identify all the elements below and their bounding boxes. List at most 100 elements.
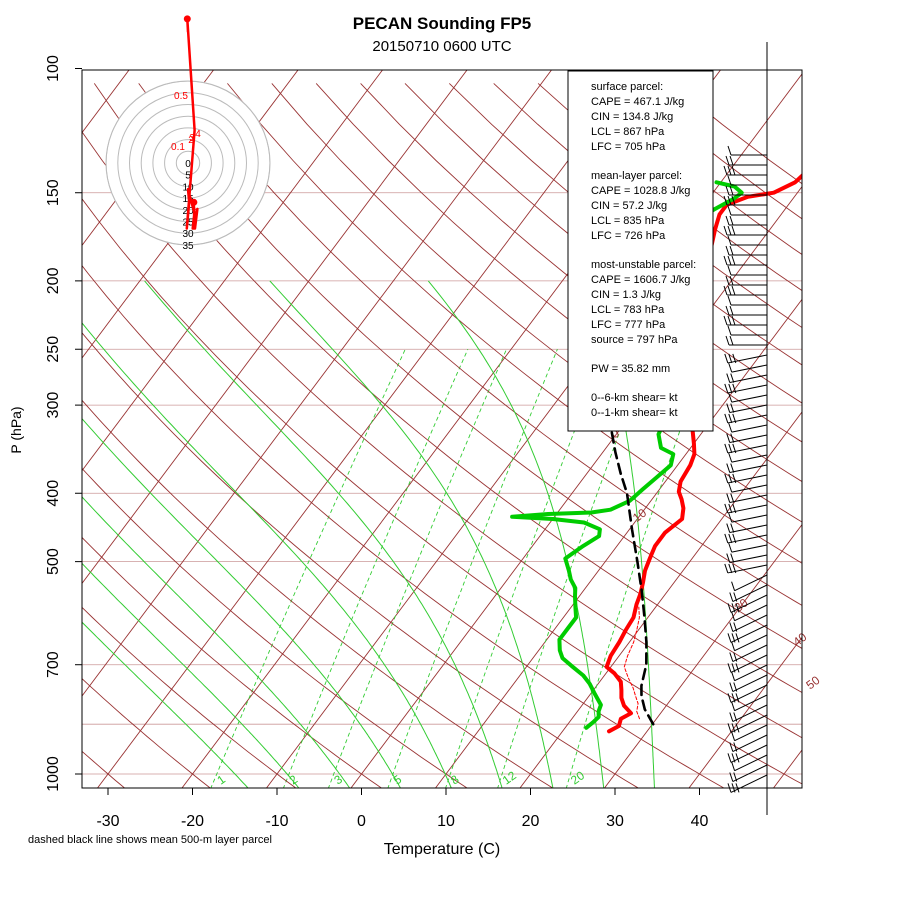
wind-barb-feather — [732, 563, 737, 574]
wind-barb — [730, 684, 768, 703]
wind-barb-feather — [728, 422, 733, 433]
hodograph-ring — [105, 80, 271, 246]
wind-barb-feather — [735, 633, 740, 643]
wind-barb-feather — [726, 493, 731, 503]
wind-barb-feather — [727, 663, 732, 673]
stats-group: 0--6-km shear= kt 0--1-km shear= kt — [591, 392, 678, 419]
wind-barb-feather — [731, 581, 736, 591]
stats-frame — [567, 70, 714, 432]
wind-barb — [732, 704, 768, 722]
wind-barb — [731, 484, 768, 493]
stats-group: mean-layer parcel: CAPE = 1028.8 J/kg CIN … — [591, 170, 690, 242]
wind-barb-feather — [728, 503, 733, 514]
wind-barb-feather — [731, 723, 736, 733]
wind-barb-feather — [726, 463, 731, 473]
wind-barb-feather — [732, 383, 737, 394]
wind-barb — [734, 604, 768, 622]
hodograph-ring-label: 5 — [185, 171, 191, 182]
wind-barb-feather — [730, 493, 735, 503]
isotherm — [96, 70, 637, 788]
dry-adiabat — [82, 131, 802, 739]
wind-barb-feather — [731, 783, 736, 793]
wind-barb-feather — [727, 255, 732, 266]
stats-heading: surface parcel: — [591, 81, 663, 93]
wind-barb — [734, 724, 768, 742]
hodograph-ring — [164, 139, 212, 187]
wind-barb-feather — [727, 235, 732, 246]
isotherm — [688, 636, 802, 788]
x-tick-label: 20 — [522, 813, 540, 830]
y-tick-label: 250 — [45, 336, 62, 363]
wind-barb-feather — [735, 603, 740, 613]
dry-adiabat — [182, 83, 802, 606]
wind-barb — [729, 464, 768, 474]
wind-barb-feather — [735, 723, 740, 733]
wind-barb — [734, 694, 768, 712]
dry-adiabat — [82, 536, 383, 788]
wind-barb — [730, 624, 768, 643]
isotherm-label: 40 — [790, 630, 809, 649]
wind-barb-feather — [727, 783, 732, 793]
wind-barb-feather — [733, 652, 738, 662]
mixing-ratio-line — [387, 349, 558, 788]
stats-line: 0--1-km shear= kt — [591, 407, 678, 419]
isotherm-label: 10 — [630, 505, 649, 524]
wind-barb-feather — [727, 165, 732, 176]
hodograph-point-label: 0.5 — [174, 91, 188, 102]
wind-barb — [729, 404, 768, 414]
y-tick-label: 1000 — [45, 756, 62, 792]
wind-barb-feather — [731, 255, 736, 266]
wind-barb-feather — [731, 671, 736, 681]
moist-adiabat — [82, 562, 300, 788]
y-axis-label: P (hPa) — [8, 406, 24, 453]
wind-barb — [731, 514, 768, 523]
dry-adiabat — [82, 198, 802, 785]
dry-adiabat — [82, 678, 211, 788]
wind-barb — [731, 394, 768, 403]
x-tick-label: 30 — [606, 813, 624, 830]
wind-barb-feather — [727, 753, 732, 763]
wind-barb-feather — [724, 383, 729, 394]
wind-barb-feather — [724, 413, 729, 424]
wind-barb-feather — [725, 275, 730, 286]
dry-adiabat — [227, 83, 802, 564]
dry-adiabat — [448, 83, 802, 366]
stats-line: PW = 35.82 mm — [591, 363, 670, 375]
wind-barb-feather — [731, 225, 736, 236]
wind-barb — [727, 354, 768, 364]
moist-adiabat — [144, 280, 503, 788]
stats-line: CAPE = 1606.7 J/kg — [591, 274, 690, 286]
wind-barb-feather — [726, 403, 731, 413]
parcel_trace-line — [623, 606, 640, 720]
wind-barb-feather — [727, 603, 732, 613]
wind-barb-feather — [724, 503, 729, 514]
mixing-ratio-line — [565, 349, 710, 788]
stats-group: surface parcel: CAPE = 467.1 J/kg CIN = 13… — [591, 81, 684, 153]
x-tick-label: -20 — [181, 813, 204, 830]
mixing-ratio-label: 20 — [568, 768, 587, 787]
wind-barb-feather — [727, 265, 732, 276]
wind-barb — [732, 734, 768, 752]
wind-barb — [731, 424, 768, 433]
wind-barb-feather — [729, 652, 734, 662]
stats-line: source = 797 hPa — [591, 334, 678, 346]
wind-barb — [729, 494, 768, 504]
stats-line: LCL = 783 hPa — [591, 304, 665, 316]
stats-line: CAPE = 467.1 J/kg — [591, 96, 684, 108]
x-tick-label: 0 — [357, 813, 366, 830]
wind-barb-feather — [728, 542, 733, 553]
wind-barb-feather — [727, 145, 732, 156]
dry-adiabat — [82, 606, 297, 788]
wind-barb-feather — [724, 533, 729, 544]
wind-barb-feather — [728, 362, 733, 373]
stats-line: LFC = 726 hPa — [591, 230, 666, 242]
wind-barb — [727, 474, 768, 484]
mixing-ratio-label: 12 — [500, 768, 519, 787]
dry-adiabat — [82, 399, 554, 788]
wind-barb-feather — [732, 473, 737, 484]
dry-adiabat — [93, 83, 802, 694]
wind-barb-feather — [729, 185, 734, 196]
wind-barb-feather — [727, 295, 732, 306]
wind-barb-feather — [735, 693, 740, 703]
wind-barb-feather — [729, 275, 734, 286]
